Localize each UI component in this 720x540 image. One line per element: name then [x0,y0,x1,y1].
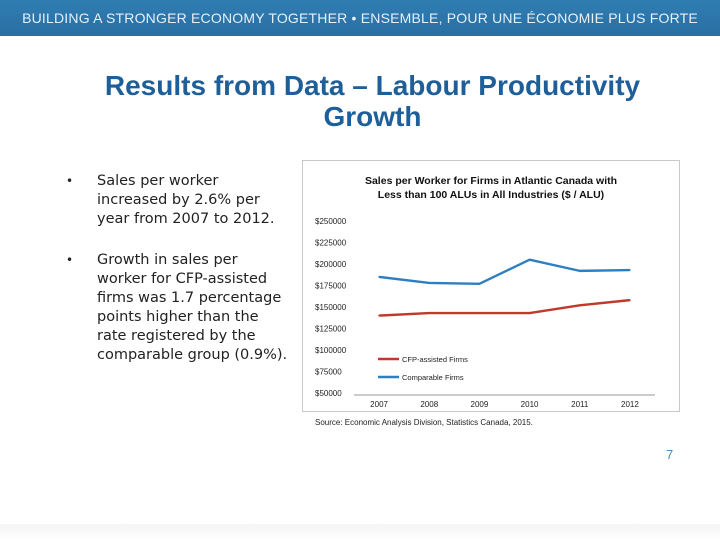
y-tick-label: $50000 [315,389,342,398]
data-point [629,269,631,271]
series-line-cfp-assisted-firms [379,298,631,317]
top-banner: BUILDING A STRONGER ECONOMY TOGETHER • E… [0,0,720,36]
page-number: 7 [666,447,674,462]
bullet-item: • Sales per worker increased by 2.6% per… [66,172,291,229]
data-point [629,299,631,301]
data-point [528,258,531,261]
y-tick-label: $200000 [315,260,347,269]
line-chart: $250000 $225000 $200000 $175000 $150000 $1250… [315,217,655,409]
data-point [478,282,481,285]
source-note: Source: Economic Analysis Division, Stat… [315,418,533,427]
banner-text: BUILDING A STRONGER ECONOMY TOGETHER • E… [22,10,698,26]
data-point [578,304,581,307]
y-tick-label: $125000 [315,325,347,334]
x-tick-label: 2008 [420,400,438,409]
y-tick-label: $175000 [315,282,347,291]
y-tick-label: $150000 [315,303,347,312]
y-tick-label: $225000 [315,239,347,248]
data-point [428,282,431,284]
data-point [528,312,531,314]
x-tick-label: 2010 [521,400,539,409]
y-tick-label: $250000 [315,217,347,226]
bullet-item: • Growth in sales per worker for CFP-ass… [66,251,291,365]
x-tick-label: 2009 [471,400,489,409]
chart-title: Sales per Worker for Firms in Atlantic C… [364,175,618,201]
bullet-list: • Sales per worker increased by 2.6% per… [66,172,291,387]
x-tick-label: 2011 [571,400,589,409]
bullet-dot: • [66,174,74,188]
chart-frame [302,160,680,412]
x-tick-label: 2007 [370,400,388,409]
x-tick-label: 2012 [621,400,639,409]
legend-label: Comparable Firms [402,373,464,382]
legend-label: CFP-assisted Firms [402,355,468,364]
bullet-text: Growth in sales per worker for CFP-assis… [97,252,288,363]
bullet-text: Sales per worker increased by 2.6% per y… [97,173,275,227]
y-tick-label: $75000 [315,368,342,377]
y-tick-label: $100000 [315,346,347,355]
series-line-comparable-firms [378,258,630,285]
data-point [378,314,380,317]
footer-strip [0,524,720,540]
slide-title: Results from Data – Labour Productivity … [104,70,641,132]
bullet-dot: • [66,253,74,267]
data-point [478,312,481,314]
data-point [428,312,431,314]
data-point [578,270,581,272]
data-point [378,276,380,278]
